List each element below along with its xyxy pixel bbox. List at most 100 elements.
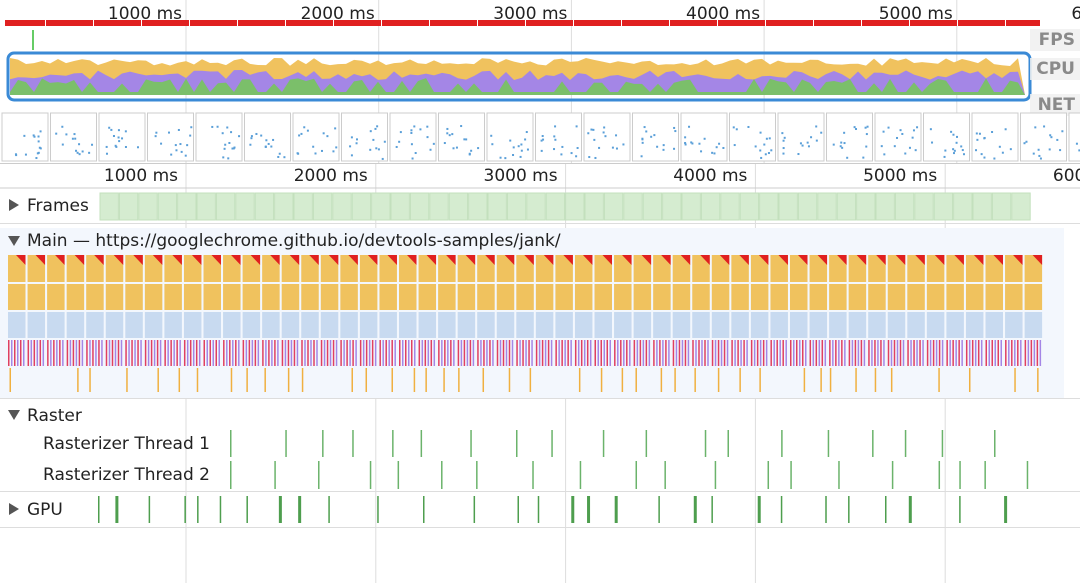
raster-task bbox=[285, 430, 287, 457]
thumb-dot bbox=[912, 129, 915, 132]
subtask bbox=[489, 340, 491, 366]
subtask bbox=[223, 340, 225, 366]
subtask bbox=[659, 340, 661, 366]
collapse-toggle[interactable] bbox=[8, 410, 20, 420]
subtask bbox=[770, 340, 772, 366]
thumb-dot bbox=[862, 156, 865, 159]
subtask bbox=[782, 340, 784, 366]
gpu-task bbox=[246, 496, 248, 523]
thumb-dot bbox=[781, 132, 784, 135]
task bbox=[965, 255, 984, 282]
subtask bbox=[232, 340, 234, 366]
long-task-flag bbox=[817, 255, 828, 265]
expand-toggle[interactable] bbox=[9, 503, 19, 515]
task bbox=[144, 255, 163, 282]
small-task bbox=[413, 368, 416, 392]
thumb-dot bbox=[782, 147, 785, 150]
long-task-flag bbox=[973, 255, 984, 265]
frame bbox=[603, 192, 624, 221]
task bbox=[301, 312, 319, 338]
small-task bbox=[803, 368, 806, 392]
task bbox=[223, 255, 241, 282]
thumb-dot bbox=[950, 130, 953, 133]
subtask bbox=[968, 340, 971, 366]
task bbox=[790, 255, 808, 282]
subtask bbox=[756, 340, 759, 366]
thumb-dot bbox=[944, 149, 947, 152]
gpu-task bbox=[377, 496, 379, 523]
subtask bbox=[444, 340, 446, 366]
long-task-flag bbox=[622, 255, 632, 265]
raster-task bbox=[369, 461, 372, 489]
raster-task bbox=[230, 461, 232, 489]
long-task-flag bbox=[35, 255, 46, 265]
subtask bbox=[720, 340, 723, 366]
subtask bbox=[511, 340, 514, 366]
thumb-dot bbox=[468, 153, 471, 156]
thumb-dot bbox=[711, 151, 714, 154]
subtask bbox=[935, 340, 938, 366]
thumb-dot bbox=[443, 142, 446, 145]
small-task bbox=[1014, 368, 1016, 392]
task bbox=[66, 312, 85, 338]
task bbox=[770, 284, 788, 310]
thumb-dot bbox=[960, 145, 963, 148]
subtask bbox=[740, 340, 742, 366]
subtask bbox=[932, 340, 935, 366]
thumb-dot bbox=[698, 142, 701, 145]
subtask bbox=[985, 340, 987, 366]
subtask bbox=[290, 340, 293, 366]
subtask bbox=[111, 340, 114, 366]
subtask bbox=[59, 340, 61, 366]
subtask bbox=[994, 340, 996, 366]
subtask bbox=[871, 340, 873, 366]
long-task-flag bbox=[895, 255, 906, 265]
frame bbox=[235, 192, 255, 221]
screenshot-thumb bbox=[195, 112, 243, 162]
thumb-dot bbox=[840, 141, 843, 144]
frame bbox=[914, 192, 934, 221]
gpu-task bbox=[298, 496, 302, 523]
thumb-dot bbox=[768, 137, 771, 140]
subtask bbox=[949, 340, 951, 366]
frame bbox=[138, 192, 158, 221]
subtask bbox=[505, 340, 508, 366]
task bbox=[711, 284, 730, 310]
subtask bbox=[1024, 340, 1027, 366]
subtask bbox=[639, 340, 642, 366]
small-task bbox=[739, 368, 741, 392]
raster-thread-label: Rasterizer Thread 2 bbox=[43, 465, 210, 485]
subtask bbox=[427, 340, 430, 366]
frame bbox=[196, 192, 216, 221]
thumb-dot bbox=[641, 138, 644, 141]
raster-task bbox=[767, 461, 770, 489]
long-task-flag bbox=[1013, 255, 1023, 265]
gpu-task bbox=[757, 496, 761, 523]
subtask bbox=[890, 340, 893, 366]
subtask bbox=[1020, 340, 1022, 366]
task bbox=[672, 284, 691, 310]
expand-toggle[interactable] bbox=[9, 199, 19, 211]
small-task bbox=[717, 368, 720, 392]
thumb-dot bbox=[74, 137, 77, 140]
collapse-toggle[interactable] bbox=[8, 236, 20, 246]
task bbox=[809, 284, 828, 310]
thumb-dot bbox=[961, 149, 964, 152]
subtask bbox=[382, 340, 384, 366]
frame bbox=[972, 192, 992, 221]
task bbox=[262, 284, 280, 310]
subtask bbox=[477, 340, 479, 366]
thumb-dot bbox=[1004, 128, 1007, 131]
subtask bbox=[277, 340, 279, 366]
thumb-dot bbox=[883, 153, 886, 156]
long-task-flag bbox=[837, 255, 847, 265]
gpu-task bbox=[825, 496, 827, 523]
thumb-dot bbox=[914, 149, 917, 152]
thumb-dot bbox=[349, 145, 352, 148]
thumb-dot bbox=[541, 135, 544, 138]
thumb-dot bbox=[512, 154, 515, 157]
subtask bbox=[567, 340, 569, 366]
task bbox=[125, 255, 143, 282]
task bbox=[731, 284, 749, 310]
